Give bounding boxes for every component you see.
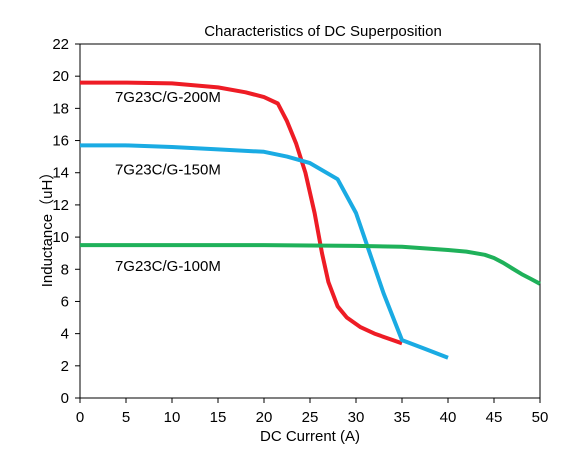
y-axis-title: Inductance（uH）: [39, 165, 56, 288]
x-tick-label: 45: [486, 409, 503, 426]
series-line-2: [80, 243, 541, 286]
chart-title: Characteristics of DC Superposition: [204, 23, 442, 40]
y-tick-label: 20: [52, 68, 69, 85]
series-label-2: 7G23C/G-100M: [115, 258, 221, 275]
y-tick-label: 10: [52, 229, 69, 246]
plot-area: 0 5 10 15 20 25 30 35 40 45 50 0 2 4 6 8 10 12 14 16 18 20 22 7…: [52, 36, 548, 426]
x-tick-label: 35: [394, 409, 411, 426]
y-tick-label: 18: [52, 100, 69, 117]
x-axis-title: DC Current (A): [260, 428, 360, 445]
x-tick-label: 25: [302, 409, 319, 426]
y-tick-label: 8: [61, 261, 69, 278]
x-tick-label: 5: [122, 409, 130, 426]
series-line-0: [80, 80, 403, 346]
x-tick-label: 50: [532, 409, 549, 426]
y-tick-label: 22: [52, 36, 69, 53]
x-tick-label: 10: [164, 409, 181, 426]
y-tick-label: 6: [61, 293, 69, 310]
x-tick-label: 40: [440, 409, 457, 426]
y-tick-label: 12: [52, 197, 69, 214]
x-tick-label: 30: [348, 409, 365, 426]
x-tick-label: 15: [210, 409, 227, 426]
x-tick-label: 20: [256, 409, 273, 426]
series-label-0: 7G23C/G-200M: [115, 89, 221, 106]
series-label-1: 7G23C/G-150M: [115, 161, 221, 178]
y-tick-label: 0: [61, 390, 69, 407]
y-tick-label: 14: [52, 165, 69, 182]
x-tick-label: 0: [76, 409, 84, 426]
series-line-1: [80, 143, 449, 360]
y-tick-label: 4: [61, 326, 69, 343]
y-tick-label: 2: [61, 358, 69, 375]
y-tick-label: 16: [52, 133, 69, 150]
